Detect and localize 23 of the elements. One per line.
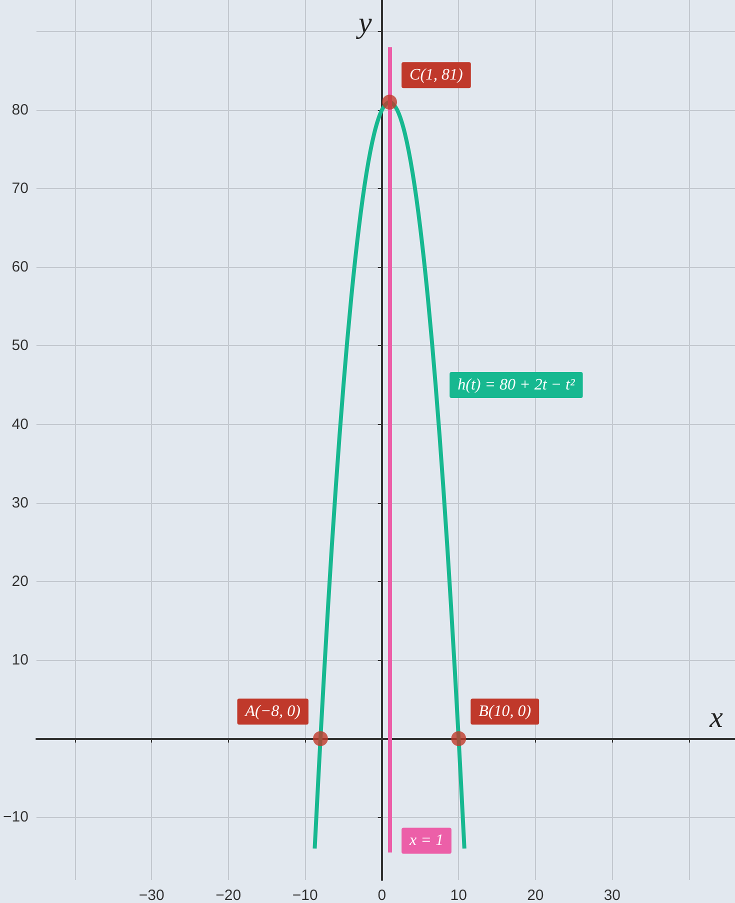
x-tick-label: 10 (450, 887, 467, 903)
series-label: h(t) = 80 + 2t − t² (458, 376, 576, 394)
y-tick-label: 10 (12, 652, 28, 668)
y-tick-label: 40 (12, 416, 28, 433)
x-tick-label: 30 (604, 887, 621, 903)
y-tick-label: 60 (12, 258, 28, 276)
ref-line-label: x = 1 (408, 832, 444, 850)
x-axis-title: x (708, 701, 724, 734)
y-tick-label: 30 (12, 494, 28, 512)
x-tick-label: 0 (378, 887, 386, 903)
x-tick-label: −30 (138, 887, 164, 903)
annotation: C(1, 81) (410, 66, 463, 84)
y-tick-label: 50 (12, 337, 28, 354)
x-tick-label: −10 (292, 887, 318, 903)
y-tick-label: 20 (12, 572, 28, 590)
y-tick-label: 70 (12, 180, 28, 198)
x-tick-label: −20 (216, 887, 242, 903)
annotation: B(10, 0) (478, 703, 532, 720)
y-tick-label: −10 (2, 808, 28, 826)
y-axis-title: y (356, 6, 373, 40)
y-tick-label: 80 (12, 102, 28, 118)
annotation: A(−8, 0) (244, 703, 300, 720)
x-tick-label: 20 (527, 887, 544, 903)
